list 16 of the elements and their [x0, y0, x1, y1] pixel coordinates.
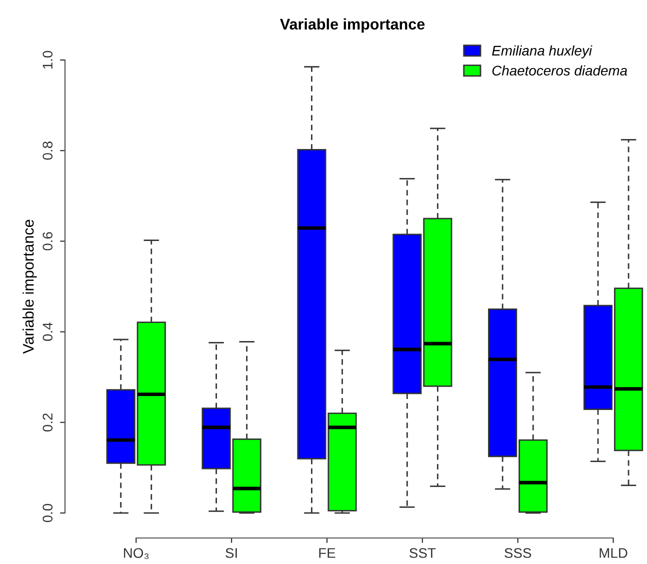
legend-label: Chaetoceros diadema [492, 65, 628, 76]
x-tick-label: FE [319, 548, 336, 558]
x-tick-label: SST [410, 548, 436, 558]
y-tick-label: 0.2 [42, 413, 53, 432]
y-tick-label: 0.4 [42, 322, 53, 341]
y-tick-label: 0.8 [42, 142, 53, 160]
y-axis-title: Variable importance [22, 220, 37, 354]
x-tick-label: SSS [504, 548, 532, 558]
y-tick-label: 1.0 [42, 50, 53, 69]
legend-label: Emiliana huxleyi [492, 45, 592, 58]
x-tick-label: SI [226, 548, 237, 558]
chart-title: Variable importance [280, 18, 425, 33]
y-tick-label: 0.6 [42, 232, 53, 250]
x-tick-label: NO₃ [124, 548, 149, 560]
x-tick-label: MLD [600, 548, 628, 558]
y-tick-label: 0.0 [42, 504, 53, 522]
